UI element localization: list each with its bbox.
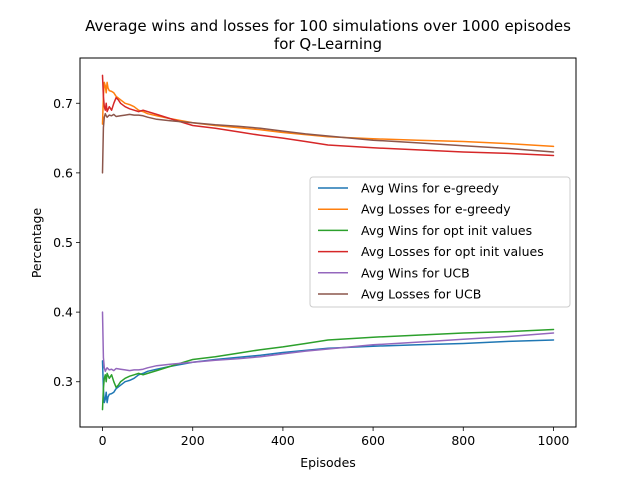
y-tick-label: 0.3 [53,374,73,389]
x-tick-label: 0 [99,433,107,448]
chart-title-line-2: for Q-Learning [274,35,382,53]
chart-title-line-1: Average wins and losses for 100 simulati… [85,17,571,35]
y-tick-label: 0.7 [53,96,73,111]
legend-items: Avg Wins for e-greedy Avg Losses for e-gr… [318,181,544,302]
legend-label: Avg Losses for UCB [361,287,481,302]
y-axis-label: Percentage [29,208,44,279]
legend-label: Avg Losses for e-greedy [361,202,511,217]
series-line-2 [101,328,555,411]
x-tick-label: 400 [271,433,295,448]
y-axis-ticks: 0.3 0.4 0.5 0.6 0.7 [53,96,80,389]
x-axis-ticks: 0 200 400 600 800 1000 [99,427,570,448]
x-tick-label: 200 [181,433,205,448]
legend: Avg Wins for e-greedy Avg Losses for e-gr… [309,176,571,308]
plot-lines [101,74,555,411]
legend-box [309,176,571,308]
x-axis-label: Episodes [300,455,356,470]
y-tick-label: 0.5 [53,235,73,250]
y-tick-label: 0.4 [53,305,73,320]
legend-label: Avg Wins for opt init values [361,223,532,238]
y-tick-label: 0.6 [53,165,73,180]
legend-label: Avg Losses for opt init values [361,244,544,259]
x-tick-label: 800 [451,433,475,448]
x-tick-label: 1000 [538,433,570,448]
series-line-5 [101,112,555,174]
series-line-3 [101,74,555,157]
x-tick-label: 600 [361,433,385,448]
legend-label: Avg Wins for UCB [361,265,470,280]
series-line-4 [101,311,555,373]
legend-label: Avg Wins for e-greedy [361,181,500,196]
